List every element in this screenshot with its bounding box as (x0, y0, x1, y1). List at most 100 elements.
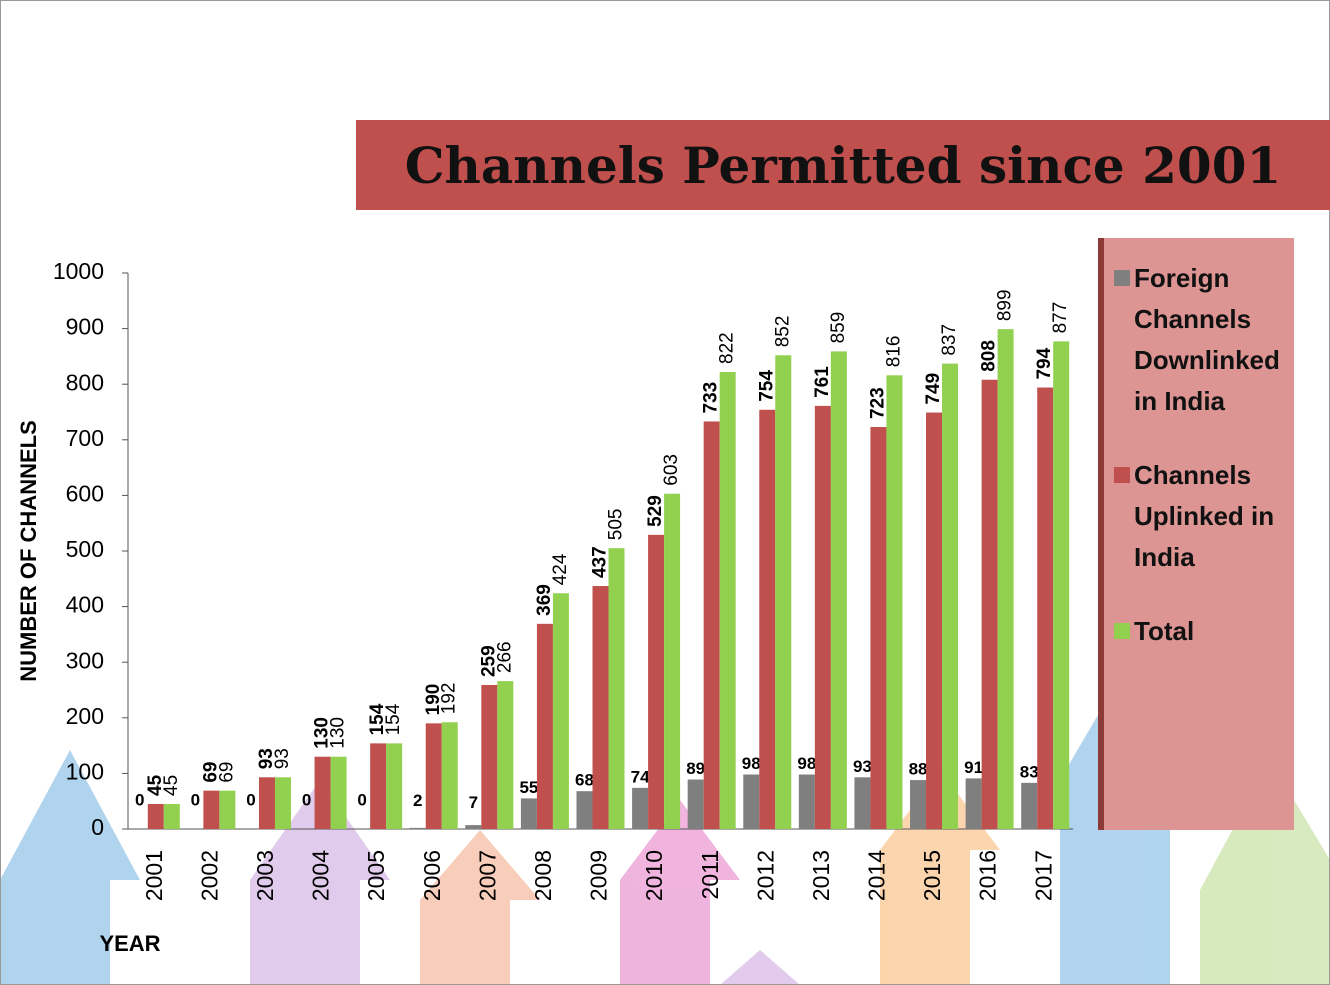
bar (720, 372, 736, 829)
data-label: 89 (686, 759, 705, 778)
data-label: 529 (645, 495, 666, 527)
data-label: 93 (853, 757, 872, 776)
bar (688, 780, 704, 829)
data-label: 837 (939, 324, 960, 356)
x-tick-label: 2003 (252, 850, 278, 901)
x-tick-label: 2006 (419, 850, 445, 901)
data-label: 0 (302, 790, 311, 809)
legend-item: Channels Uplinked in India (1114, 455, 1288, 578)
data-label: 816 (883, 336, 904, 368)
x-tick-label: 2004 (308, 850, 334, 901)
y-tick-label: 200 (66, 703, 104, 729)
bar (998, 329, 1014, 829)
bar (331, 757, 347, 829)
bar (632, 788, 648, 829)
x-tick-label: 2007 (474, 850, 500, 901)
data-label: 68 (575, 771, 594, 790)
bar (704, 421, 720, 829)
data-label: 192 (439, 683, 460, 715)
bar (799, 775, 815, 829)
bar (759, 410, 775, 829)
x-tick-label: 2005 (363, 850, 389, 901)
bar (370, 743, 386, 829)
legend-label: Foreign Channels Downlinked in India (1134, 258, 1288, 422)
bar (743, 775, 759, 829)
bar (203, 791, 219, 829)
y-tick-label: 1000 (53, 258, 104, 284)
bar (275, 777, 291, 829)
bar (1037, 388, 1053, 829)
bar (886, 375, 902, 829)
x-axis-title: YEAR (99, 931, 160, 956)
x-tick-label: 2014 (864, 850, 890, 901)
bar (537, 624, 553, 829)
bar (854, 777, 870, 829)
bar (966, 778, 982, 829)
x-tick-label: 2017 (1030, 850, 1056, 901)
x-tick-label: 2010 (641, 850, 667, 901)
bar (497, 681, 513, 829)
bar (1021, 783, 1037, 829)
y-tick-label: 100 (66, 758, 104, 784)
data-label: 154 (383, 703, 404, 735)
bar (442, 722, 458, 829)
bar (386, 743, 402, 829)
x-tick-label: 2015 (919, 850, 945, 901)
x-tick-label: 2013 (808, 850, 834, 901)
data-label: 91 (964, 758, 983, 777)
data-label: 859 (828, 312, 849, 344)
y-tick-label: 900 (66, 314, 104, 340)
legend-label: Total (1134, 611, 1194, 652)
data-label: 437 (590, 546, 611, 578)
bar (259, 777, 275, 829)
bar (426, 723, 442, 829)
data-label: 130 (328, 717, 349, 749)
legend-item: Foreign Channels Downlinked in India (1114, 258, 1288, 422)
data-label: 98 (742, 754, 761, 773)
data-label: 2 (413, 791, 422, 810)
data-label: 69 (216, 761, 237, 782)
y-axis-title: NUMBER OF CHANNELS (16, 420, 41, 682)
bar (148, 804, 164, 829)
bar (577, 791, 593, 829)
data-label: 0 (246, 790, 255, 809)
data-label: 424 (550, 553, 571, 585)
x-tick-label: 2009 (586, 850, 612, 901)
data-label: 369 (534, 584, 555, 616)
data-label: 83 (1020, 762, 1039, 781)
data-label: 0 (191, 790, 200, 809)
bar (593, 586, 609, 829)
data-label: 877 (1050, 302, 1071, 334)
data-label: 0 (135, 790, 144, 809)
data-label: 808 (979, 340, 1000, 372)
bar (664, 494, 680, 829)
x-tick-label: 2012 (752, 850, 778, 901)
bar (553, 593, 569, 829)
legend-swatch (1114, 623, 1130, 639)
bar (609, 548, 625, 829)
bar (481, 685, 497, 829)
data-label: 55 (519, 778, 538, 797)
data-label: 852 (772, 316, 793, 348)
bar (775, 355, 791, 829)
data-label: 505 (606, 509, 627, 541)
data-label: 98 (797, 754, 816, 773)
data-label: 754 (756, 370, 777, 402)
data-label: 45 (161, 775, 182, 796)
bar (410, 828, 426, 829)
bar (982, 380, 998, 829)
data-label: 603 (661, 454, 682, 486)
data-label: 88 (909, 760, 928, 779)
bar (521, 798, 537, 829)
page: NUMBER OF CHANNELS YEAR 0100200300400500… (0, 0, 1330, 985)
bar (219, 791, 235, 829)
bar (815, 406, 831, 829)
chart-title: Channels Permitted since 2001 (356, 120, 1330, 210)
legend-label: Channels Uplinked in India (1134, 455, 1288, 578)
y-tick-label: 600 (66, 480, 104, 506)
y-tick-label: 800 (66, 369, 104, 395)
x-tick-label: 2008 (530, 850, 556, 901)
legend: Foreign Channels Downlinked in India Chan… (1098, 238, 1294, 830)
x-tick-label: 2002 (196, 850, 222, 901)
bar (926, 413, 942, 829)
